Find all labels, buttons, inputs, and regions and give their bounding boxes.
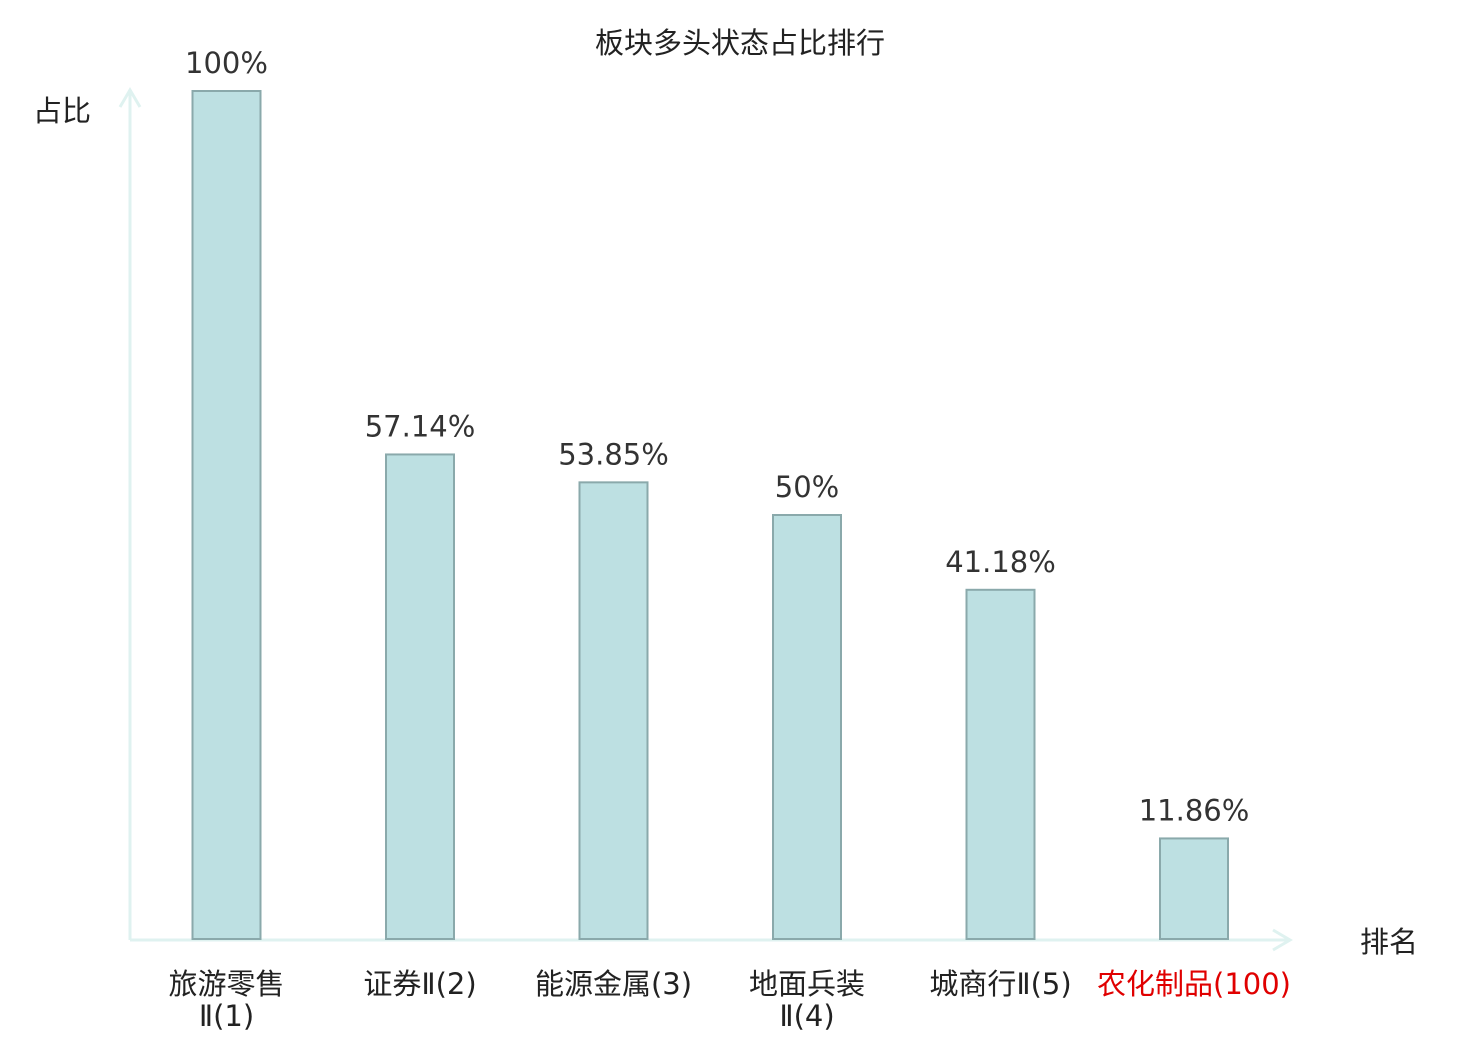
bars-layer	[191, 90, 1229, 940]
x-axis-label: 排名	[1360, 925, 1418, 959]
x-axis-arrow	[1272, 928, 1293, 952]
category-label-line: 城商行Ⅱ(5)	[929, 967, 1071, 1001]
bar-4	[772, 514, 842, 940]
bar-1	[191, 90, 262, 940]
y-axis-label: 占比	[33, 94, 91, 128]
value-labels-layer: 100% 57.14% 53.85% 50% 41.18% 11.86%	[185, 46, 1249, 827]
bar-2	[385, 453, 455, 940]
value-label-6: 11.86%	[1139, 793, 1250, 827]
category-labels-layer: 旅游零售 Ⅱ(1) 证券Ⅱ(2) 能源金属(3) 地面兵装 Ⅱ(4) 城商行Ⅱ(5) 农化制品…	[168, 967, 1291, 1033]
y-axis-arrow	[118, 87, 142, 108]
bar-3	[578, 481, 649, 940]
category-label-line: 农化制品(100)	[1097, 967, 1291, 1001]
category-label-5: 城商行Ⅱ(5)	[929, 967, 1071, 1001]
category-label-line: 证券Ⅱ(2)	[363, 967, 476, 1001]
value-label-4: 50%	[775, 470, 839, 504]
value-label-5: 41.18%	[945, 545, 1056, 579]
category-label-line: 能源金属(3)	[535, 967, 692, 1001]
category-label-1: 旅游零售 Ⅱ(1)	[168, 967, 284, 1033]
category-label-line: 旅游零售	[168, 967, 284, 1001]
bar-6	[1159, 837, 1229, 940]
category-label-2: 证券Ⅱ(2)	[363, 967, 476, 1001]
category-label-6: 农化制品(100)	[1097, 967, 1291, 1001]
category-label-line: Ⅱ(4)	[779, 999, 834, 1033]
value-label-3: 53.85%	[558, 437, 669, 471]
category-label-4: 地面兵装 Ⅱ(4)	[749, 967, 865, 1033]
value-label-1: 100%	[185, 46, 268, 80]
axes	[118, 87, 1293, 952]
category-label-3: 能源金属(3)	[535, 967, 692, 1001]
bar-5	[965, 588, 1036, 940]
category-label-line: 地面兵装	[749, 967, 865, 1001]
value-label-2: 57.14%	[365, 409, 476, 443]
category-label-line: Ⅱ(1)	[199, 999, 254, 1033]
chart-title: 板块多头状态占比排行	[595, 26, 885, 60]
